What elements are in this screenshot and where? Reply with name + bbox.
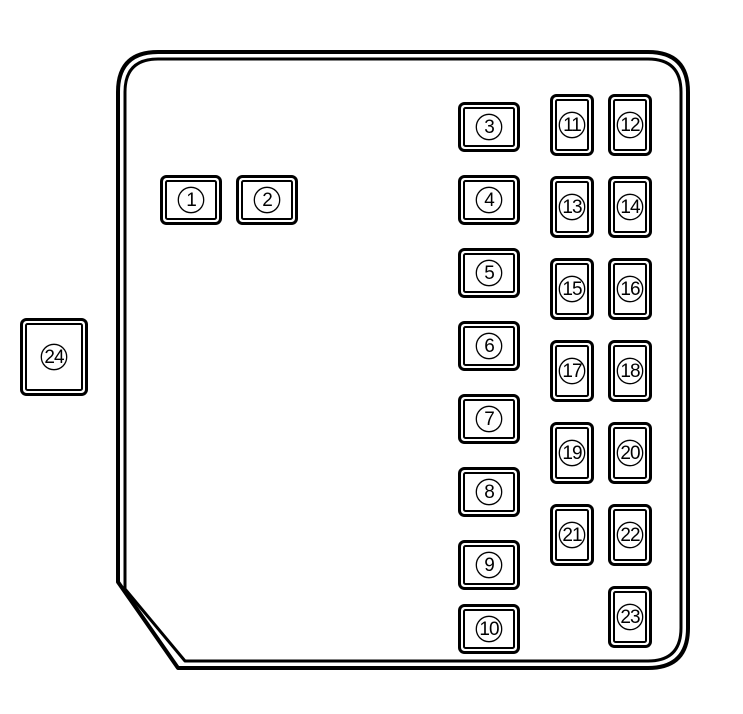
circled-number: 15 bbox=[558, 275, 586, 303]
fuse-box-2: 2 bbox=[236, 175, 298, 225]
fuse-box-11: 11 bbox=[550, 94, 594, 156]
circled-number-label: 20 bbox=[616, 439, 644, 467]
circled-number-label: 15 bbox=[558, 275, 586, 303]
fuse-box-9: 9 bbox=[458, 540, 520, 590]
circled-number-label: 22 bbox=[616, 521, 644, 549]
circled-number-label: 13 bbox=[558, 193, 586, 221]
circled-number: 12 bbox=[616, 111, 644, 139]
circled-number: 21 bbox=[558, 521, 586, 549]
fuse-box-22: 22 bbox=[608, 504, 652, 566]
circled-number-label: 19 bbox=[558, 439, 586, 467]
circled-number-label: 14 bbox=[616, 193, 644, 221]
fuse-box-12: 12 bbox=[608, 94, 652, 156]
fuse-box-diagram: 123456789101112131415161718192021222324 bbox=[0, 0, 743, 714]
fuse-box-21: 21 bbox=[550, 504, 594, 566]
fuse-box-17: 17 bbox=[550, 340, 594, 402]
fuse-box-24: 24 bbox=[20, 318, 88, 396]
circled-number-label: 6 bbox=[475, 332, 503, 360]
fuse-box-4: 4 bbox=[458, 175, 520, 225]
circled-number: 10 bbox=[475, 615, 503, 643]
circled-number-label: 12 bbox=[616, 111, 644, 139]
circled-number: 14 bbox=[616, 193, 644, 221]
fuse-box-15: 15 bbox=[550, 258, 594, 320]
circled-number-label: 3 bbox=[475, 113, 503, 141]
fuse-box-16: 16 bbox=[608, 258, 652, 320]
circled-number-label: 7 bbox=[475, 405, 503, 433]
circled-number: 17 bbox=[558, 357, 586, 385]
fuse-box-20: 20 bbox=[608, 422, 652, 484]
circled-number: 3 bbox=[475, 113, 503, 141]
circled-number-label: 5 bbox=[475, 259, 503, 287]
circled-number-label: 11 bbox=[558, 111, 586, 139]
fuse-box-6: 6 bbox=[458, 321, 520, 371]
circled-number-label: 24 bbox=[40, 343, 68, 371]
circled-number-label: 9 bbox=[475, 551, 503, 579]
fuse-box-14: 14 bbox=[608, 176, 652, 238]
circled-number-label: 18 bbox=[616, 357, 644, 385]
circled-number: 13 bbox=[558, 193, 586, 221]
fuse-box-5: 5 bbox=[458, 248, 520, 298]
circled-number: 24 bbox=[40, 343, 68, 371]
fuse-box-8: 8 bbox=[458, 467, 520, 517]
fuse-box-10: 10 bbox=[458, 604, 520, 654]
circled-number: 7 bbox=[475, 405, 503, 433]
circled-number: 8 bbox=[475, 478, 503, 506]
circled-number-label: 2 bbox=[253, 186, 281, 214]
circled-number: 22 bbox=[616, 521, 644, 549]
fuse-box-7: 7 bbox=[458, 394, 520, 444]
circled-number: 4 bbox=[475, 186, 503, 214]
circled-number: 11 bbox=[558, 111, 586, 139]
circled-number-label: 8 bbox=[475, 478, 503, 506]
circled-number: 2 bbox=[253, 186, 281, 214]
circled-number: 9 bbox=[475, 551, 503, 579]
fuse-box-18: 18 bbox=[608, 340, 652, 402]
circled-number-label: 1 bbox=[177, 186, 205, 214]
circled-number-label: 4 bbox=[475, 186, 503, 214]
circled-number-label: 17 bbox=[558, 357, 586, 385]
circled-number: 16 bbox=[616, 275, 644, 303]
fuse-box-13: 13 bbox=[550, 176, 594, 238]
circled-number-label: 21 bbox=[558, 521, 586, 549]
circled-number: 18 bbox=[616, 357, 644, 385]
circled-number: 23 bbox=[616, 603, 644, 631]
circled-number-label: 10 bbox=[475, 615, 503, 643]
circled-number: 19 bbox=[558, 439, 586, 467]
fuse-box-19: 19 bbox=[550, 422, 594, 484]
circled-number-label: 16 bbox=[616, 275, 644, 303]
fuse-box-1: 1 bbox=[160, 175, 222, 225]
circled-number: 5 bbox=[475, 259, 503, 287]
fuse-box-3: 3 bbox=[458, 102, 520, 152]
circled-number: 20 bbox=[616, 439, 644, 467]
fuse-box-23: 23 bbox=[608, 586, 652, 648]
circled-number-label: 23 bbox=[616, 603, 644, 631]
circled-number: 1 bbox=[177, 186, 205, 214]
circled-number: 6 bbox=[475, 332, 503, 360]
